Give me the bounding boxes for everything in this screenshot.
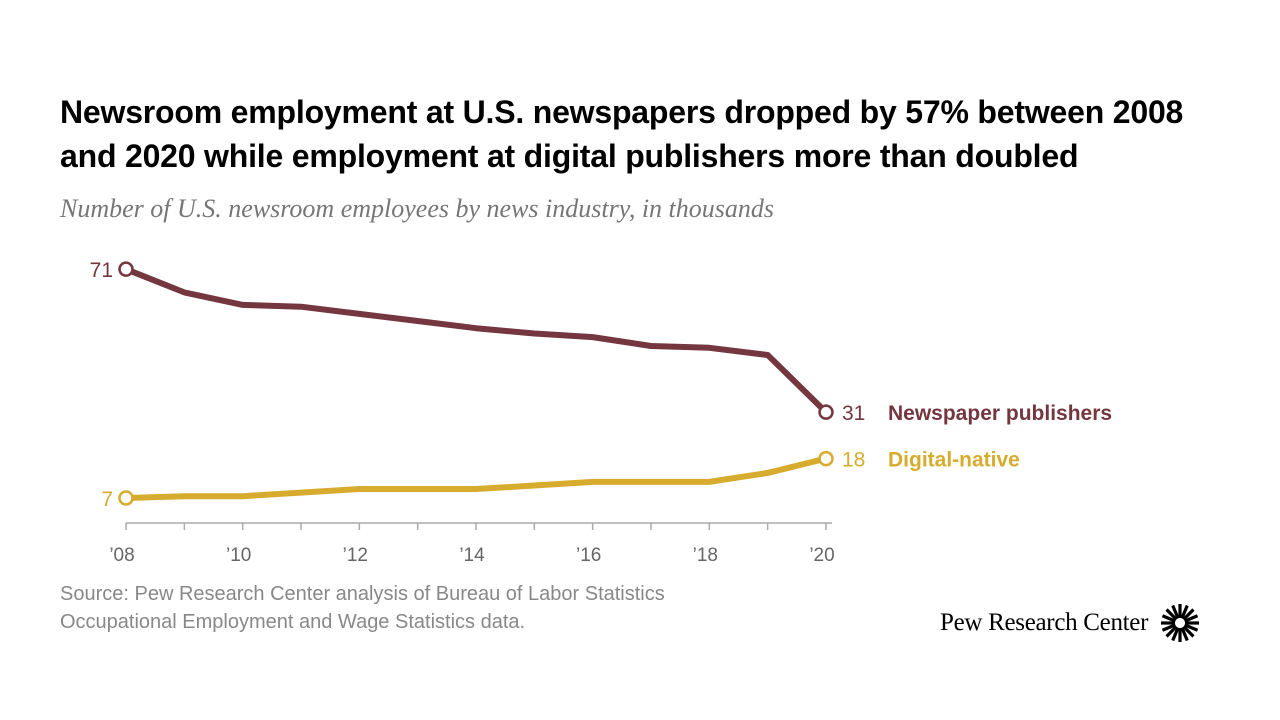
sunburst-ray	[1171, 627, 1180, 642]
series-label-digital: Digital-native	[888, 449, 1020, 472]
chart-subtitle: Number of U.S. newsroom employees by new…	[60, 194, 774, 223]
series-line-digital	[123, 455, 829, 501]
sunburst-center	[1176, 619, 1184, 627]
brand-logo: Pew Research Center	[940, 603, 1200, 643]
pew-sunburst-icon	[1161, 604, 1200, 642]
start-marker-newspaper	[118, 261, 134, 277]
start-value-digital: 7	[101, 488, 113, 511]
end-value-newspaper: 31	[842, 402, 865, 425]
end-marker-newspaper	[818, 404, 834, 420]
series-line-newspaper	[123, 266, 829, 416]
x-axis: ’08 ’10 ’12 ’14 ’16 ’18 ’20	[109, 522, 835, 566]
sunburst-ray	[1184, 614, 1199, 623]
x-tick-label-2016: ’16	[576, 545, 601, 566]
sunburst-ray	[1182, 608, 1195, 621]
x-tick-label-2020: ’20	[809, 545, 834, 566]
sunburst-ray	[1180, 627, 1189, 642]
sunburst-ray	[1161, 623, 1177, 632]
source-note: Source: Pew Research Center analysis of …	[60, 583, 665, 633]
label-group: 71 31 Newspaper publishers 7 18 Digital-nativ…	[90, 259, 1112, 511]
end-marker-digital	[818, 450, 834, 467]
chart-title: Newsroom employment at U.S. newspapers d…	[60, 94, 1184, 174]
x-tick-label-2014: ’14	[459, 545, 485, 566]
series-label-newspaper: Newspaper publishers	[888, 402, 1112, 425]
x-tick-label-2008: ’08	[109, 545, 134, 566]
sunburst-ray	[1165, 625, 1178, 638]
x-tick-label-2010: ’10	[226, 545, 251, 566]
brand-name: Pew Research Center	[940, 609, 1149, 636]
end-value-digital: 18	[842, 449, 865, 472]
start-value-newspaper: 71	[90, 259, 113, 282]
sunburst-ray	[1165, 608, 1178, 621]
x-tick-label-2018: ’18	[693, 545, 718, 566]
sunburst-ray	[1171, 604, 1180, 619]
start-marker-digital	[118, 490, 134, 506]
sunburst-ray	[1184, 623, 1199, 632]
series-group	[118, 261, 834, 506]
x-tick-label-2012: ’12	[343, 545, 368, 566]
sunburst-ray	[1182, 625, 1195, 638]
sunburst-ray	[1180, 604, 1189, 619]
sunburst-ray	[1161, 614, 1177, 623]
